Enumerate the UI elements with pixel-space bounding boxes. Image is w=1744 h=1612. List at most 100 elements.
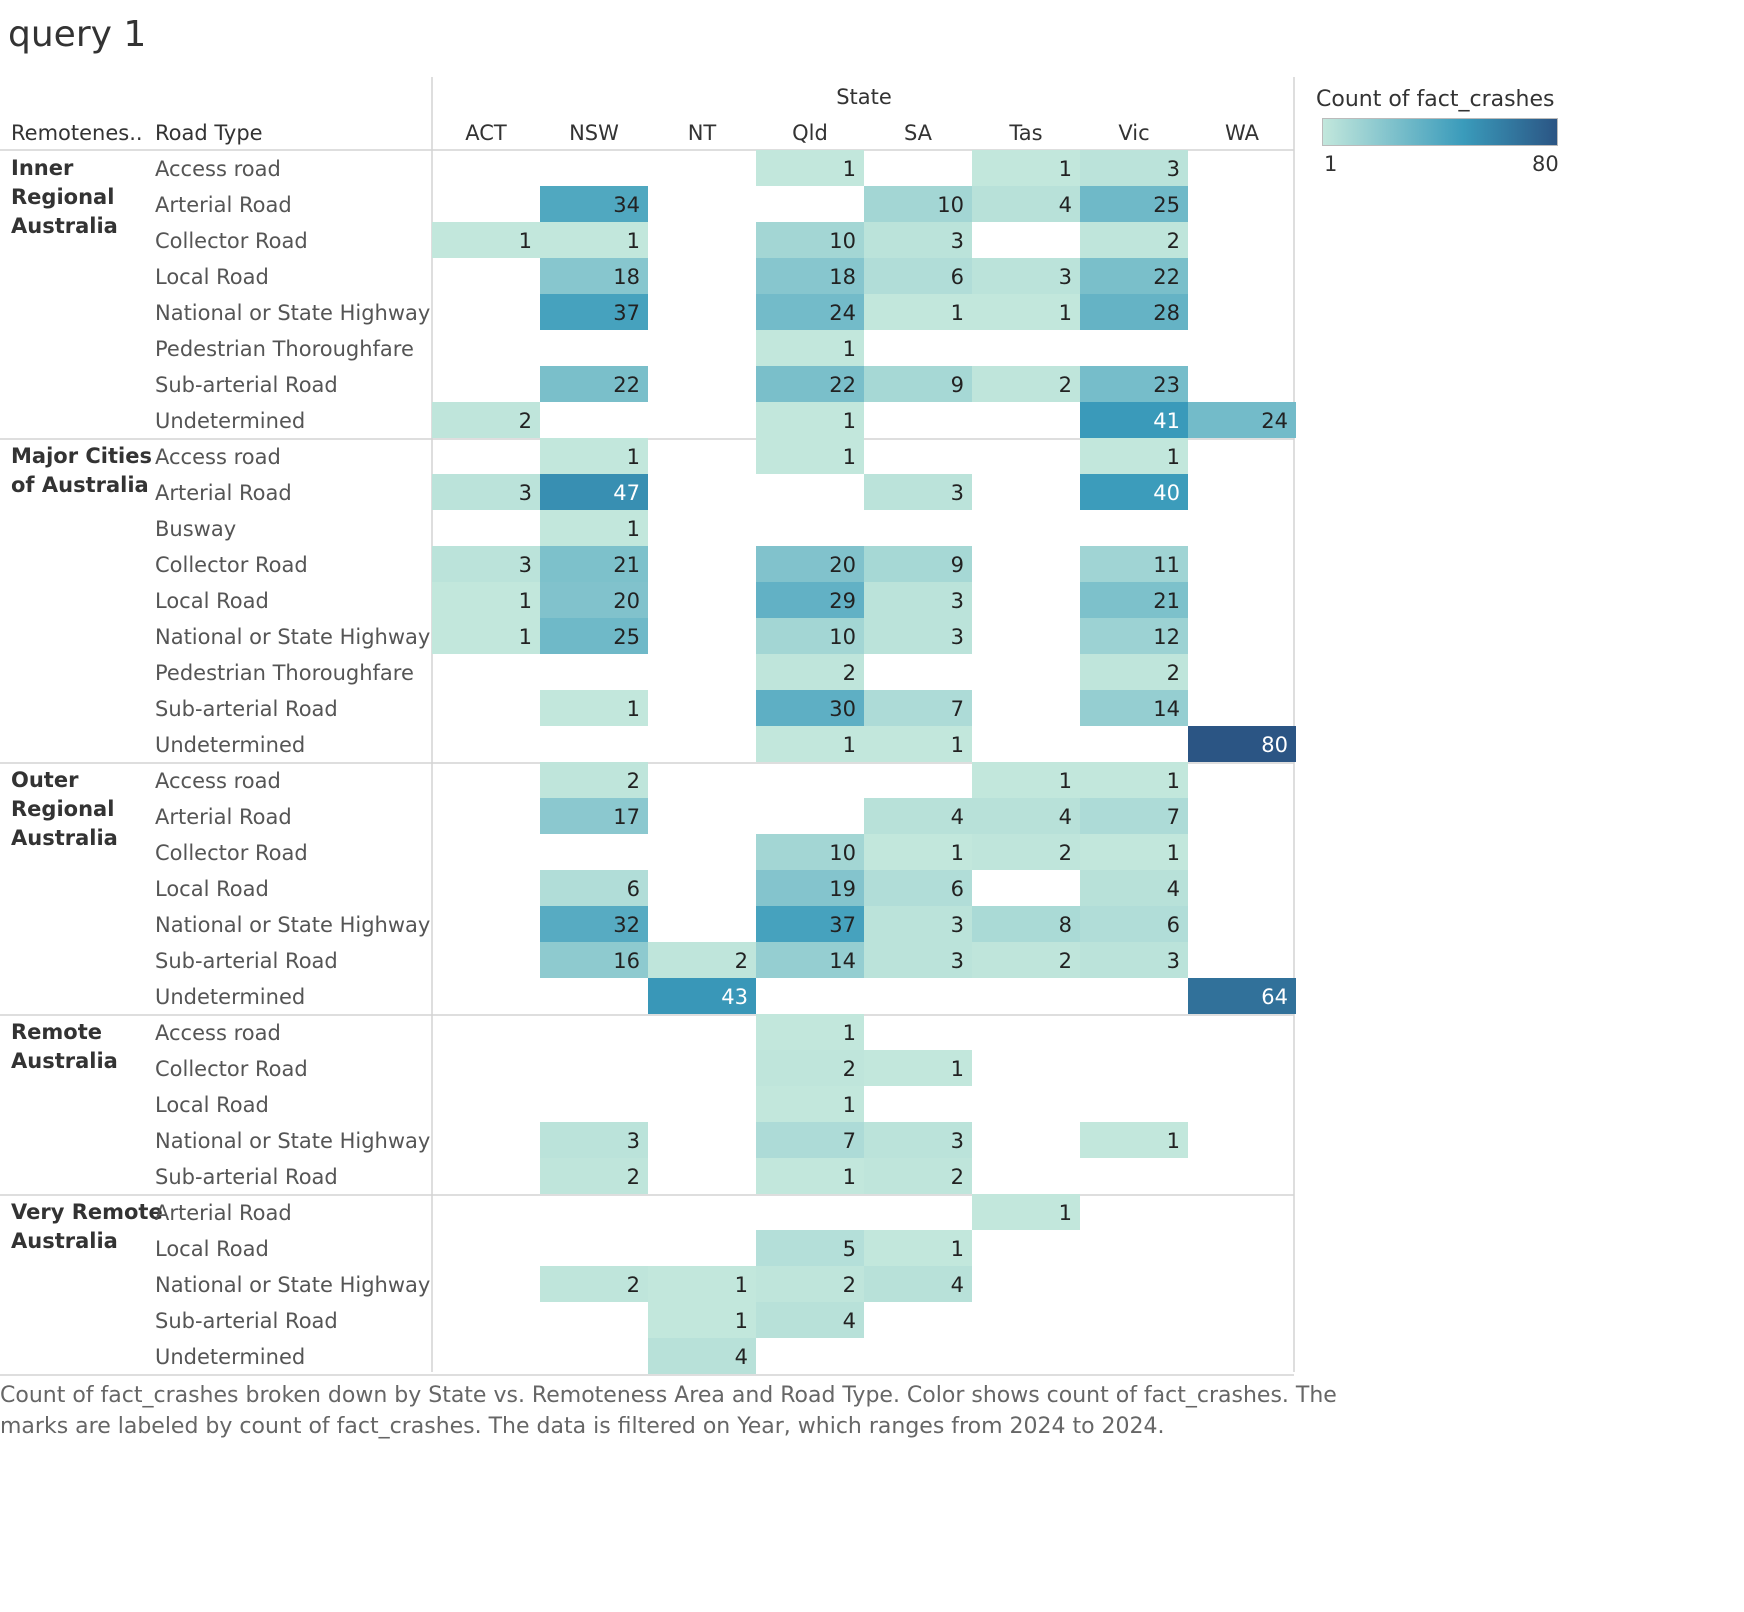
cell-value-label: 4 [735, 1345, 748, 1369]
road-type-label: Arterial Road [155, 481, 292, 505]
row-header-road-type: Road Type [155, 121, 263, 145]
road-type-label: Arterial Road [155, 193, 292, 217]
heatmap-cell [972, 834, 1080, 870]
cell-value-label: 1 [735, 1309, 748, 1333]
cell-value-label: 2 [735, 949, 748, 973]
cell-value-label: 3 [951, 913, 964, 937]
heatmap-cell [972, 258, 1080, 294]
cell-value-label: 1 [843, 337, 856, 361]
cell-value-label: 1 [627, 445, 640, 469]
cell-value-label: 37 [829, 913, 856, 937]
cell-value-label: 1 [843, 445, 856, 469]
road-type-label: Arterial Road [155, 805, 292, 829]
road-type-label: National or State Highway [155, 913, 430, 937]
heatmap-cell [1188, 978, 1296, 1014]
heatmap-cell [756, 438, 864, 474]
heatmap-cell [756, 1158, 864, 1194]
cell-value-label: 7 [951, 697, 964, 721]
heatmap-cell [540, 798, 648, 834]
heatmap-cell [756, 546, 864, 582]
road-type-label: Sub-arterial Road [155, 1165, 338, 1189]
cell-value-label: 25 [613, 625, 640, 649]
road-type-label: Sub-arterial Road [155, 949, 338, 973]
heatmap-cell [972, 762, 1080, 798]
cell-value-label: 1 [1167, 769, 1180, 793]
heatmap-cell [540, 942, 648, 978]
road-type-label: National or State Highway [155, 301, 430, 325]
heatmap-cell [540, 762, 648, 798]
state-header-qld: Qld [792, 121, 828, 145]
heatmap-cell [864, 690, 972, 726]
heatmap-cell [540, 690, 648, 726]
cell-value-label: 2 [1167, 229, 1180, 253]
cell-value-label: 23 [1153, 373, 1180, 397]
cell-value-label: 11 [1153, 553, 1180, 577]
cell-value-label: 3 [951, 1129, 964, 1153]
cell-value-label: 6 [1167, 913, 1180, 937]
cell-value-label: 1 [627, 229, 640, 253]
remoteness-label: Australia [11, 826, 118, 850]
heatmap-cell [540, 438, 648, 474]
heatmap-cell [864, 726, 972, 762]
cell-value-label: 2 [627, 1273, 640, 1297]
heatmap-cell [1080, 186, 1188, 222]
cell-value-label: 1 [1059, 157, 1072, 181]
road-type-label: Pedestrian Thoroughfare [155, 337, 414, 361]
cell-value-label: 1 [735, 1273, 748, 1297]
heatmap-cell [864, 1122, 972, 1158]
heatmap-cell [540, 1122, 648, 1158]
cell-value-label: 10 [937, 193, 964, 217]
heatmap-cell [432, 618, 540, 654]
cell-value-label: 41 [1153, 409, 1180, 433]
cell-value-label: 14 [829, 949, 856, 973]
heatmap-cell [540, 546, 648, 582]
remoteness-label: of Australia [11, 473, 149, 497]
remoteness-label: Australia [11, 1229, 118, 1253]
cell-value-label: 3 [951, 481, 964, 505]
chart-title: query 1 [8, 14, 147, 55]
heatmap-cell [540, 186, 648, 222]
road-type-label: Undetermined [155, 1345, 305, 1369]
heatmap-cell [864, 582, 972, 618]
heatmap-cell [432, 546, 540, 582]
heatmap-cell [864, 474, 972, 510]
heatmap-cell [1080, 906, 1188, 942]
cell-value-label: 47 [613, 481, 640, 505]
remoteness-label: Australia [11, 1049, 118, 1073]
road-type-label: Sub-arterial Road [155, 697, 338, 721]
heatmap-cell [1188, 402, 1296, 438]
heatmap-cell [1080, 762, 1188, 798]
road-type-label: Pedestrian Thoroughfare [155, 661, 414, 685]
cell-value-label: 32 [613, 913, 640, 937]
chart-caption: Count of fact_crashes broken down by Sta… [0, 1380, 1560, 1442]
cell-value-label: 2 [843, 1273, 856, 1297]
heatmap-cell [1080, 654, 1188, 690]
state-header-tas: Tas [1008, 121, 1042, 145]
cell-value-label: 24 [829, 301, 856, 325]
cell-value-label: 1 [843, 409, 856, 433]
cell-value-label: 40 [1153, 481, 1180, 505]
cell-value-label: 3 [1167, 949, 1180, 973]
heatmap-cell [432, 474, 540, 510]
cell-value-label: 4 [843, 1309, 856, 1333]
cell-value-label: 21 [613, 553, 640, 577]
cell-value-label: 1 [951, 733, 964, 757]
remoteness-label: Regional [11, 797, 114, 821]
cell-value-label: 3 [519, 553, 532, 577]
cell-value-label: 30 [829, 697, 856, 721]
cell-value-label: 1 [1059, 1201, 1072, 1225]
heatmap-cell [540, 258, 648, 294]
cell-value-label: 1 [519, 229, 532, 253]
heatmap-cell [972, 150, 1080, 186]
cell-value-label: 7 [843, 1129, 856, 1153]
heatmap-cell [1080, 690, 1188, 726]
heatmap-cell [756, 366, 864, 402]
cell-value-label: 9 [951, 373, 964, 397]
cell-value-label: 1 [627, 697, 640, 721]
column-header-state: State [836, 85, 892, 109]
road-type-label: Undetermined [155, 409, 305, 433]
heatmap-cell [1080, 834, 1188, 870]
heatmap-cell [756, 1230, 864, 1266]
cell-value-label: 37 [613, 301, 640, 325]
cell-value-label: 1 [843, 1021, 856, 1045]
